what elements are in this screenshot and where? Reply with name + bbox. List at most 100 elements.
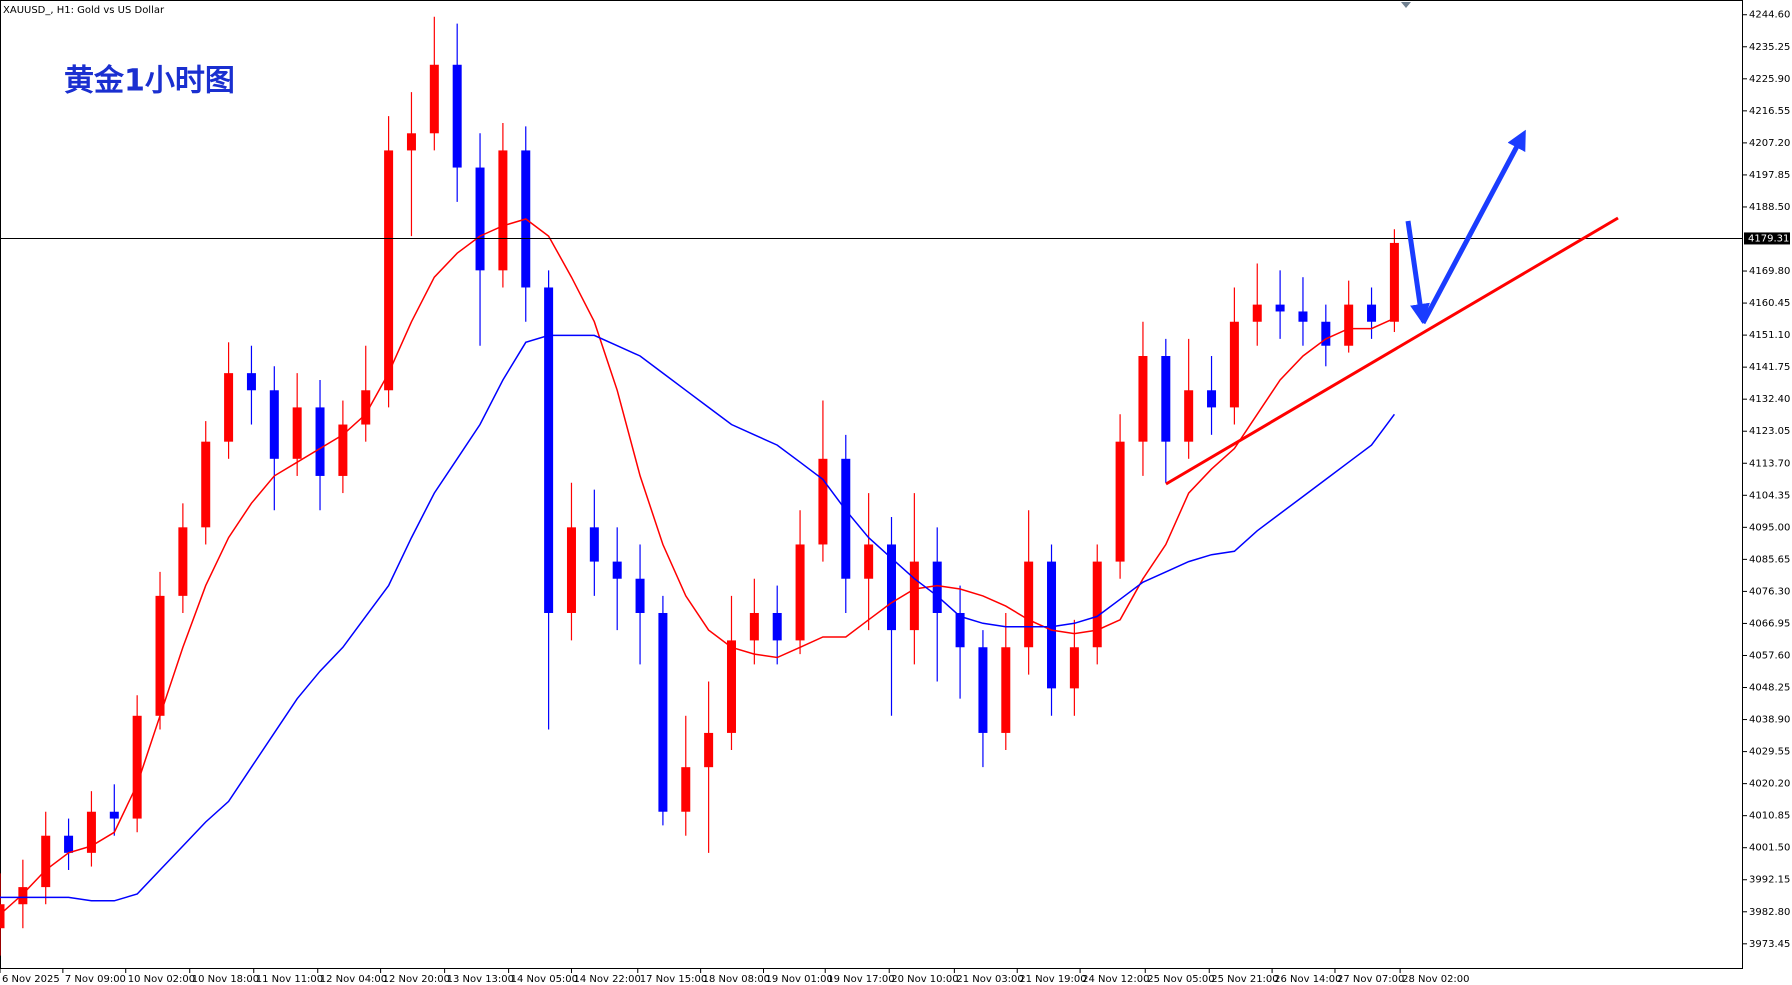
candle-body xyxy=(1138,356,1148,442)
candle-body xyxy=(64,835,74,853)
annotation: 黄金1小时图 xyxy=(64,64,235,99)
candle-body xyxy=(224,373,234,442)
candle-body xyxy=(818,458,828,545)
candle-body xyxy=(86,811,96,853)
x-tick-label: 28 Nov 02:00 xyxy=(1402,974,1469,985)
candle-body xyxy=(18,887,28,905)
candle-body xyxy=(658,612,668,812)
y-tick-label: 4085.65 xyxy=(1749,554,1790,565)
candle-body xyxy=(841,458,851,579)
y-tick-label: 4225.90 xyxy=(1749,74,1790,85)
x-tick-label: 24 Nov 12:00 xyxy=(1082,974,1149,985)
x-tick-label: 12 Nov 04:00 xyxy=(320,974,387,985)
candle-body xyxy=(1207,390,1217,408)
candle-body xyxy=(1389,242,1399,322)
candle-body xyxy=(315,407,325,476)
candle-body xyxy=(1367,304,1377,322)
x-tick-label: 26 Nov 14:00 xyxy=(1274,974,1341,985)
y-tick-label: 4076.30 xyxy=(1749,586,1790,597)
candle-body xyxy=(795,544,805,641)
y-tick-label: 4113.70 xyxy=(1749,458,1790,469)
y-tick-label: 4141.75 xyxy=(1749,362,1790,373)
x-tick-label: 19 Nov 01:00 xyxy=(765,974,832,985)
candle-body xyxy=(704,732,714,768)
x-tick-label: 20 Nov 10:00 xyxy=(891,974,958,985)
x-tick-label: 11 Nov 11:00 xyxy=(256,974,323,985)
y-tick-label: 4038.90 xyxy=(1749,715,1790,726)
candle-body xyxy=(1344,304,1354,346)
candle-body xyxy=(201,441,211,528)
candle-body xyxy=(452,64,462,168)
y-tick-label: 4151.10 xyxy=(1749,330,1790,341)
candle-body xyxy=(909,561,919,631)
candle-body xyxy=(955,612,965,648)
candle-body xyxy=(1047,561,1057,689)
candle-body xyxy=(1024,561,1034,648)
y-tick-label: 4001.50 xyxy=(1749,843,1790,854)
x-tick-label: 13 Nov 13:00 xyxy=(447,974,514,985)
candle-body xyxy=(864,544,874,579)
candle-body xyxy=(475,167,485,271)
x-tick-label: 14 Nov 22:00 xyxy=(573,974,640,985)
y-tick-label: 4132.40 xyxy=(1749,394,1790,405)
y-tick-label: 4010.85 xyxy=(1749,811,1790,822)
y-tick-label: 4104.35 xyxy=(1749,490,1790,501)
candle-body xyxy=(544,287,554,613)
candle-body xyxy=(384,150,394,391)
candle-body xyxy=(246,373,256,391)
trend-line xyxy=(1165,216,1619,486)
candle-body xyxy=(429,64,439,134)
candle-body xyxy=(1001,647,1011,733)
y-tick-label: 4169.80 xyxy=(1749,266,1790,277)
plot-area xyxy=(0,16,1399,956)
arrow-up xyxy=(1420,129,1526,325)
y-tick-label: 4123.05 xyxy=(1749,426,1790,437)
candle-body xyxy=(612,561,622,579)
candle-body xyxy=(178,527,188,596)
moving-average xyxy=(0,334,1396,902)
candle-body xyxy=(109,811,119,819)
y-tick-label: 4020.20 xyxy=(1749,779,1790,790)
candle-body xyxy=(406,133,416,151)
plot-frame xyxy=(0,0,1743,969)
candle-body xyxy=(1275,304,1285,312)
y-tick-label: 4197.85 xyxy=(1749,170,1790,181)
candle-body xyxy=(292,407,302,459)
y-tick-label: 4244.60 xyxy=(1749,10,1790,21)
x-tick-label: 12 Nov 20:00 xyxy=(383,974,450,985)
x-tick-label: 7 Nov 09:00 xyxy=(65,974,126,985)
x-tick-label: 10 Nov 18:00 xyxy=(192,974,259,985)
candle-body xyxy=(589,527,599,562)
candle-body xyxy=(1252,304,1262,322)
candle-body xyxy=(932,561,942,613)
y-tick-label: 4066.95 xyxy=(1749,618,1790,629)
arrow-down xyxy=(1405,220,1430,324)
y-tick-label: 4235.25 xyxy=(1749,42,1790,53)
x-tick-label: 10 Nov 02:00 xyxy=(128,974,195,985)
candle-body xyxy=(978,647,988,733)
y-tick-label: 4216.55 xyxy=(1749,106,1790,117)
x-tick-label: 21 Nov 19:00 xyxy=(1019,974,1086,985)
candle-body xyxy=(1069,647,1079,689)
candle-body xyxy=(566,527,576,613)
x-tick-label: 25 Nov 05:00 xyxy=(1147,974,1214,985)
y-tick-label: 4095.00 xyxy=(1749,522,1790,533)
candle-body xyxy=(635,578,645,613)
x-tick-label: 18 Nov 08:00 xyxy=(703,974,770,985)
candle-body xyxy=(1115,441,1125,562)
candle-body xyxy=(0,904,5,929)
y-tick-label: 4207.20 xyxy=(1749,138,1790,149)
candle-body xyxy=(1229,321,1239,408)
candle-body xyxy=(772,612,782,641)
candle-body xyxy=(1161,356,1171,442)
price-label-box xyxy=(1744,232,1790,245)
candle-body xyxy=(132,715,142,819)
x-tick-label: 21 Nov 03:00 xyxy=(956,974,1023,985)
candle-body xyxy=(1184,390,1194,442)
candle-body xyxy=(749,612,759,641)
candle-body xyxy=(338,424,348,476)
chart-title: XAUUSD_, H1: Gold vs US Dollar xyxy=(3,5,165,16)
x-tick-label: 25 Nov 21:00 xyxy=(1211,974,1278,985)
